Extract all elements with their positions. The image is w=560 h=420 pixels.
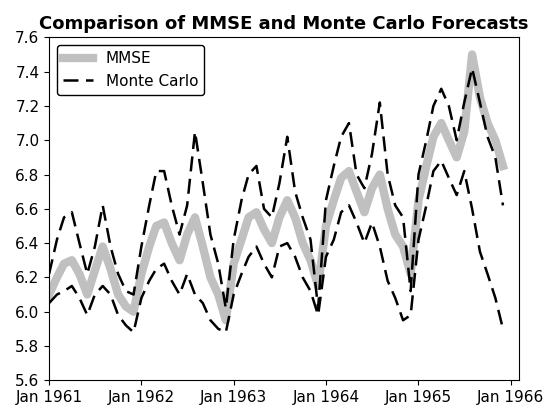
Monte Carlo — [192, 129, 198, 134]
MMSE — [192, 215, 198, 220]
MMSE — [176, 258, 183, 263]
MMSE — [123, 304, 129, 309]
Monte Carlo — [199, 181, 206, 186]
Monte Carlo — [469, 66, 475, 71]
Monte Carlo — [338, 134, 344, 139]
Monte Carlo — [222, 306, 229, 311]
Line: Monte Carlo: Monte Carlo — [49, 68, 503, 308]
Monte Carlo — [176, 232, 183, 237]
MMSE — [46, 292, 53, 297]
MMSE — [222, 318, 229, 323]
Line: MMSE: MMSE — [49, 55, 503, 320]
Monte Carlo — [500, 203, 506, 208]
MMSE — [500, 163, 506, 168]
MMSE — [161, 220, 167, 225]
Monte Carlo — [123, 289, 129, 294]
MMSE — [199, 244, 206, 249]
MMSE — [469, 52, 475, 57]
Legend: MMSE, Monte Carlo: MMSE, Monte Carlo — [57, 45, 204, 95]
Title: Comparison of MMSE and Monte Carlo Forecasts: Comparison of MMSE and Monte Carlo Forec… — [39, 15, 529, 33]
Monte Carlo — [161, 168, 167, 173]
Monte Carlo — [46, 271, 53, 276]
MMSE — [338, 176, 344, 181]
